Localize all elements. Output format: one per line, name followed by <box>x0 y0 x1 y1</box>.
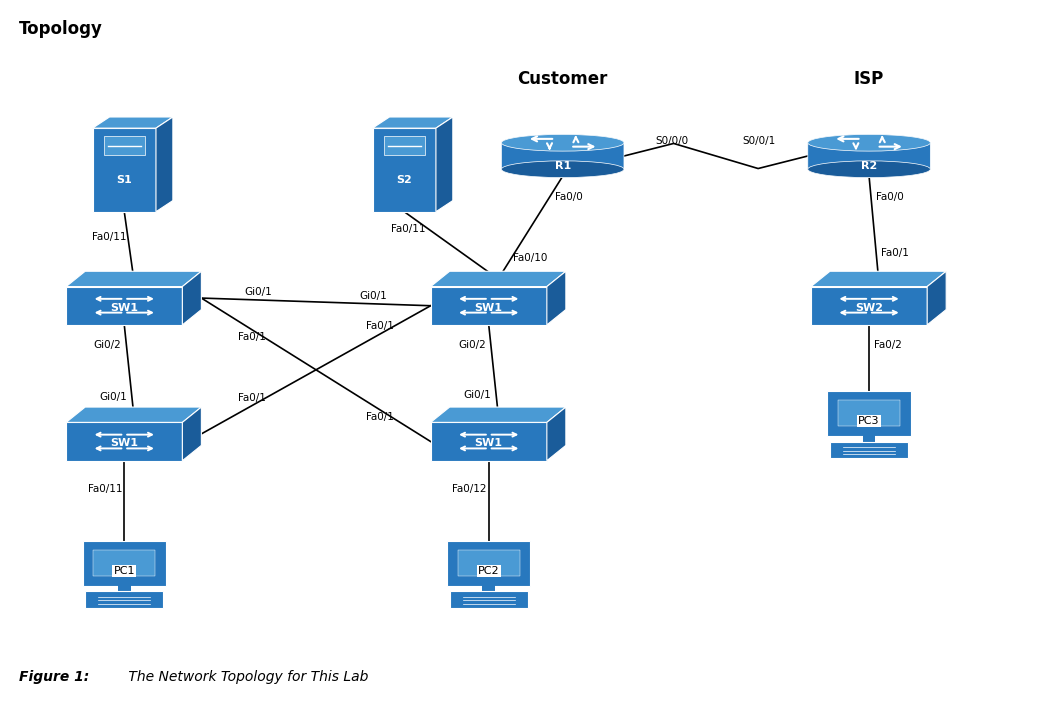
Text: Fa0/11: Fa0/11 <box>88 484 122 494</box>
Ellipse shape <box>501 134 624 151</box>
Text: Fa0/2: Fa0/2 <box>874 340 902 350</box>
Polygon shape <box>183 407 202 461</box>
Text: SW1: SW1 <box>110 439 138 449</box>
Text: SW1: SW1 <box>475 439 502 449</box>
FancyBboxPatch shape <box>838 400 900 426</box>
Polygon shape <box>373 117 452 128</box>
FancyBboxPatch shape <box>449 591 528 608</box>
Text: S0/0/1: S0/0/1 <box>742 135 776 145</box>
Text: Fa0/1: Fa0/1 <box>366 413 394 423</box>
FancyBboxPatch shape <box>118 577 131 595</box>
Text: Figure 1:: Figure 1: <box>19 670 89 684</box>
Text: Fa0/1: Fa0/1 <box>366 322 394 331</box>
Text: PC3: PC3 <box>858 416 879 426</box>
Polygon shape <box>430 423 547 461</box>
Polygon shape <box>430 286 547 325</box>
Text: Fa0/11: Fa0/11 <box>392 223 426 234</box>
FancyBboxPatch shape <box>862 428 875 445</box>
Text: ISP: ISP <box>854 70 885 88</box>
Text: Fa0/10: Fa0/10 <box>513 253 547 263</box>
Text: Fa0/1: Fa0/1 <box>238 332 266 342</box>
Text: Gi0/1: Gi0/1 <box>463 390 491 400</box>
Text: R2: R2 <box>861 161 877 171</box>
Ellipse shape <box>808 161 930 178</box>
Text: S0/0/0: S0/0/0 <box>655 135 689 145</box>
Text: Fa0/12: Fa0/12 <box>452 484 487 494</box>
FancyBboxPatch shape <box>827 392 911 436</box>
Polygon shape <box>66 407 202 423</box>
Text: Fa0/1: Fa0/1 <box>238 393 266 403</box>
Text: S2: S2 <box>396 175 412 185</box>
FancyBboxPatch shape <box>85 591 164 608</box>
FancyBboxPatch shape <box>447 541 531 585</box>
Polygon shape <box>92 128 156 212</box>
Text: Fa0/11: Fa0/11 <box>91 232 126 242</box>
Polygon shape <box>183 271 202 325</box>
Polygon shape <box>808 134 930 178</box>
Polygon shape <box>811 271 946 286</box>
Polygon shape <box>66 423 183 461</box>
Polygon shape <box>547 271 566 325</box>
Text: SW2: SW2 <box>855 303 884 312</box>
Polygon shape <box>92 117 173 128</box>
FancyBboxPatch shape <box>383 136 425 155</box>
FancyBboxPatch shape <box>830 442 908 458</box>
FancyBboxPatch shape <box>104 136 144 155</box>
Polygon shape <box>430 407 566 423</box>
Text: Fa0/0: Fa0/0 <box>555 192 583 201</box>
Polygon shape <box>66 271 202 286</box>
Polygon shape <box>811 286 927 325</box>
Text: PC1: PC1 <box>114 566 135 576</box>
Text: Fa0/0: Fa0/0 <box>876 192 904 201</box>
Text: The Network Topology for This Lab: The Network Topology for This Lab <box>124 670 369 684</box>
Ellipse shape <box>808 134 930 151</box>
Text: Fa0/1: Fa0/1 <box>881 249 909 258</box>
Text: Gi0/1: Gi0/1 <box>99 392 126 402</box>
Polygon shape <box>66 286 183 325</box>
FancyBboxPatch shape <box>93 550 155 576</box>
Polygon shape <box>430 271 566 286</box>
Text: SW1: SW1 <box>475 303 502 312</box>
Polygon shape <box>547 407 566 461</box>
Text: Gi0/1: Gi0/1 <box>359 291 388 301</box>
Polygon shape <box>435 117 452 212</box>
Text: SW1: SW1 <box>110 303 138 312</box>
Text: PC2: PC2 <box>478 566 499 576</box>
Text: Gi0/2: Gi0/2 <box>93 340 121 350</box>
Text: Gi0/1: Gi0/1 <box>245 287 273 298</box>
Ellipse shape <box>501 161 624 178</box>
FancyBboxPatch shape <box>482 577 495 595</box>
Text: Customer: Customer <box>517 70 607 88</box>
Text: S1: S1 <box>117 175 132 185</box>
Text: Topology: Topology <box>19 20 103 38</box>
FancyBboxPatch shape <box>83 541 166 585</box>
Polygon shape <box>373 128 435 212</box>
Text: R1: R1 <box>554 161 570 171</box>
FancyBboxPatch shape <box>458 550 519 576</box>
Text: Gi0/2: Gi0/2 <box>458 340 485 350</box>
Polygon shape <box>156 117 173 212</box>
Polygon shape <box>927 271 946 325</box>
Polygon shape <box>501 134 624 178</box>
